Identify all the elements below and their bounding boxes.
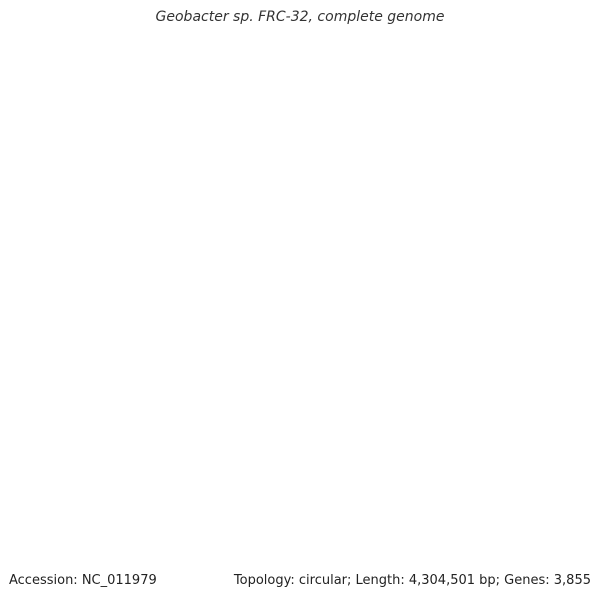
topology-text: Topology: circular; Length: 4,304,501 bp… <box>233 573 591 588</box>
map-title: Geobacter sp. FRC-32, complete genome <box>155 9 445 25</box>
accession-text: Accession: NC_011979 <box>9 573 157 588</box>
